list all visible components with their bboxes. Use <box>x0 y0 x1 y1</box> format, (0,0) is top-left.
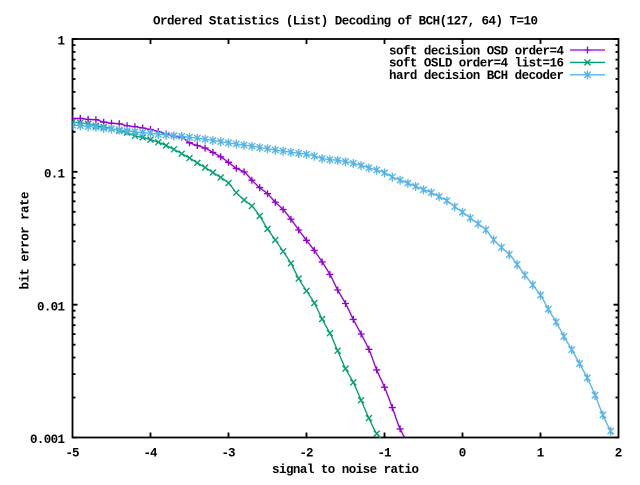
svg-text:0.1: 0.1 <box>44 167 65 181</box>
svg-text:1: 1 <box>57 35 65 49</box>
svg-text:1: 1 <box>537 446 545 460</box>
svg-text:hard decision BCH decoder: hard decision BCH decoder <box>389 69 564 83</box>
svg-text:-2: -2 <box>300 446 314 460</box>
svg-text:-5: -5 <box>66 446 80 460</box>
svg-text:soft decision OSD order=4: soft decision OSD order=4 <box>389 44 564 58</box>
svg-text:2: 2 <box>615 446 623 460</box>
svg-text:Ordered Statistics (List) Deco: Ordered Statistics (List) Decoding of BC… <box>153 15 538 29</box>
svg-text:-1: -1 <box>378 446 392 460</box>
svg-text:-4: -4 <box>144 446 158 460</box>
svg-text:0.01: 0.01 <box>37 300 65 314</box>
svg-text:0.001: 0.001 <box>30 433 65 447</box>
svg-text:signal to noise ratio: signal to noise ratio <box>272 463 419 477</box>
svg-text:soft OSLD order=4 list=16: soft OSLD order=4 list=16 <box>389 57 564 71</box>
svg-text:0: 0 <box>459 446 467 460</box>
svg-text:bit error rate: bit error rate <box>19 192 33 290</box>
svg-text:-3: -3 <box>222 446 236 460</box>
